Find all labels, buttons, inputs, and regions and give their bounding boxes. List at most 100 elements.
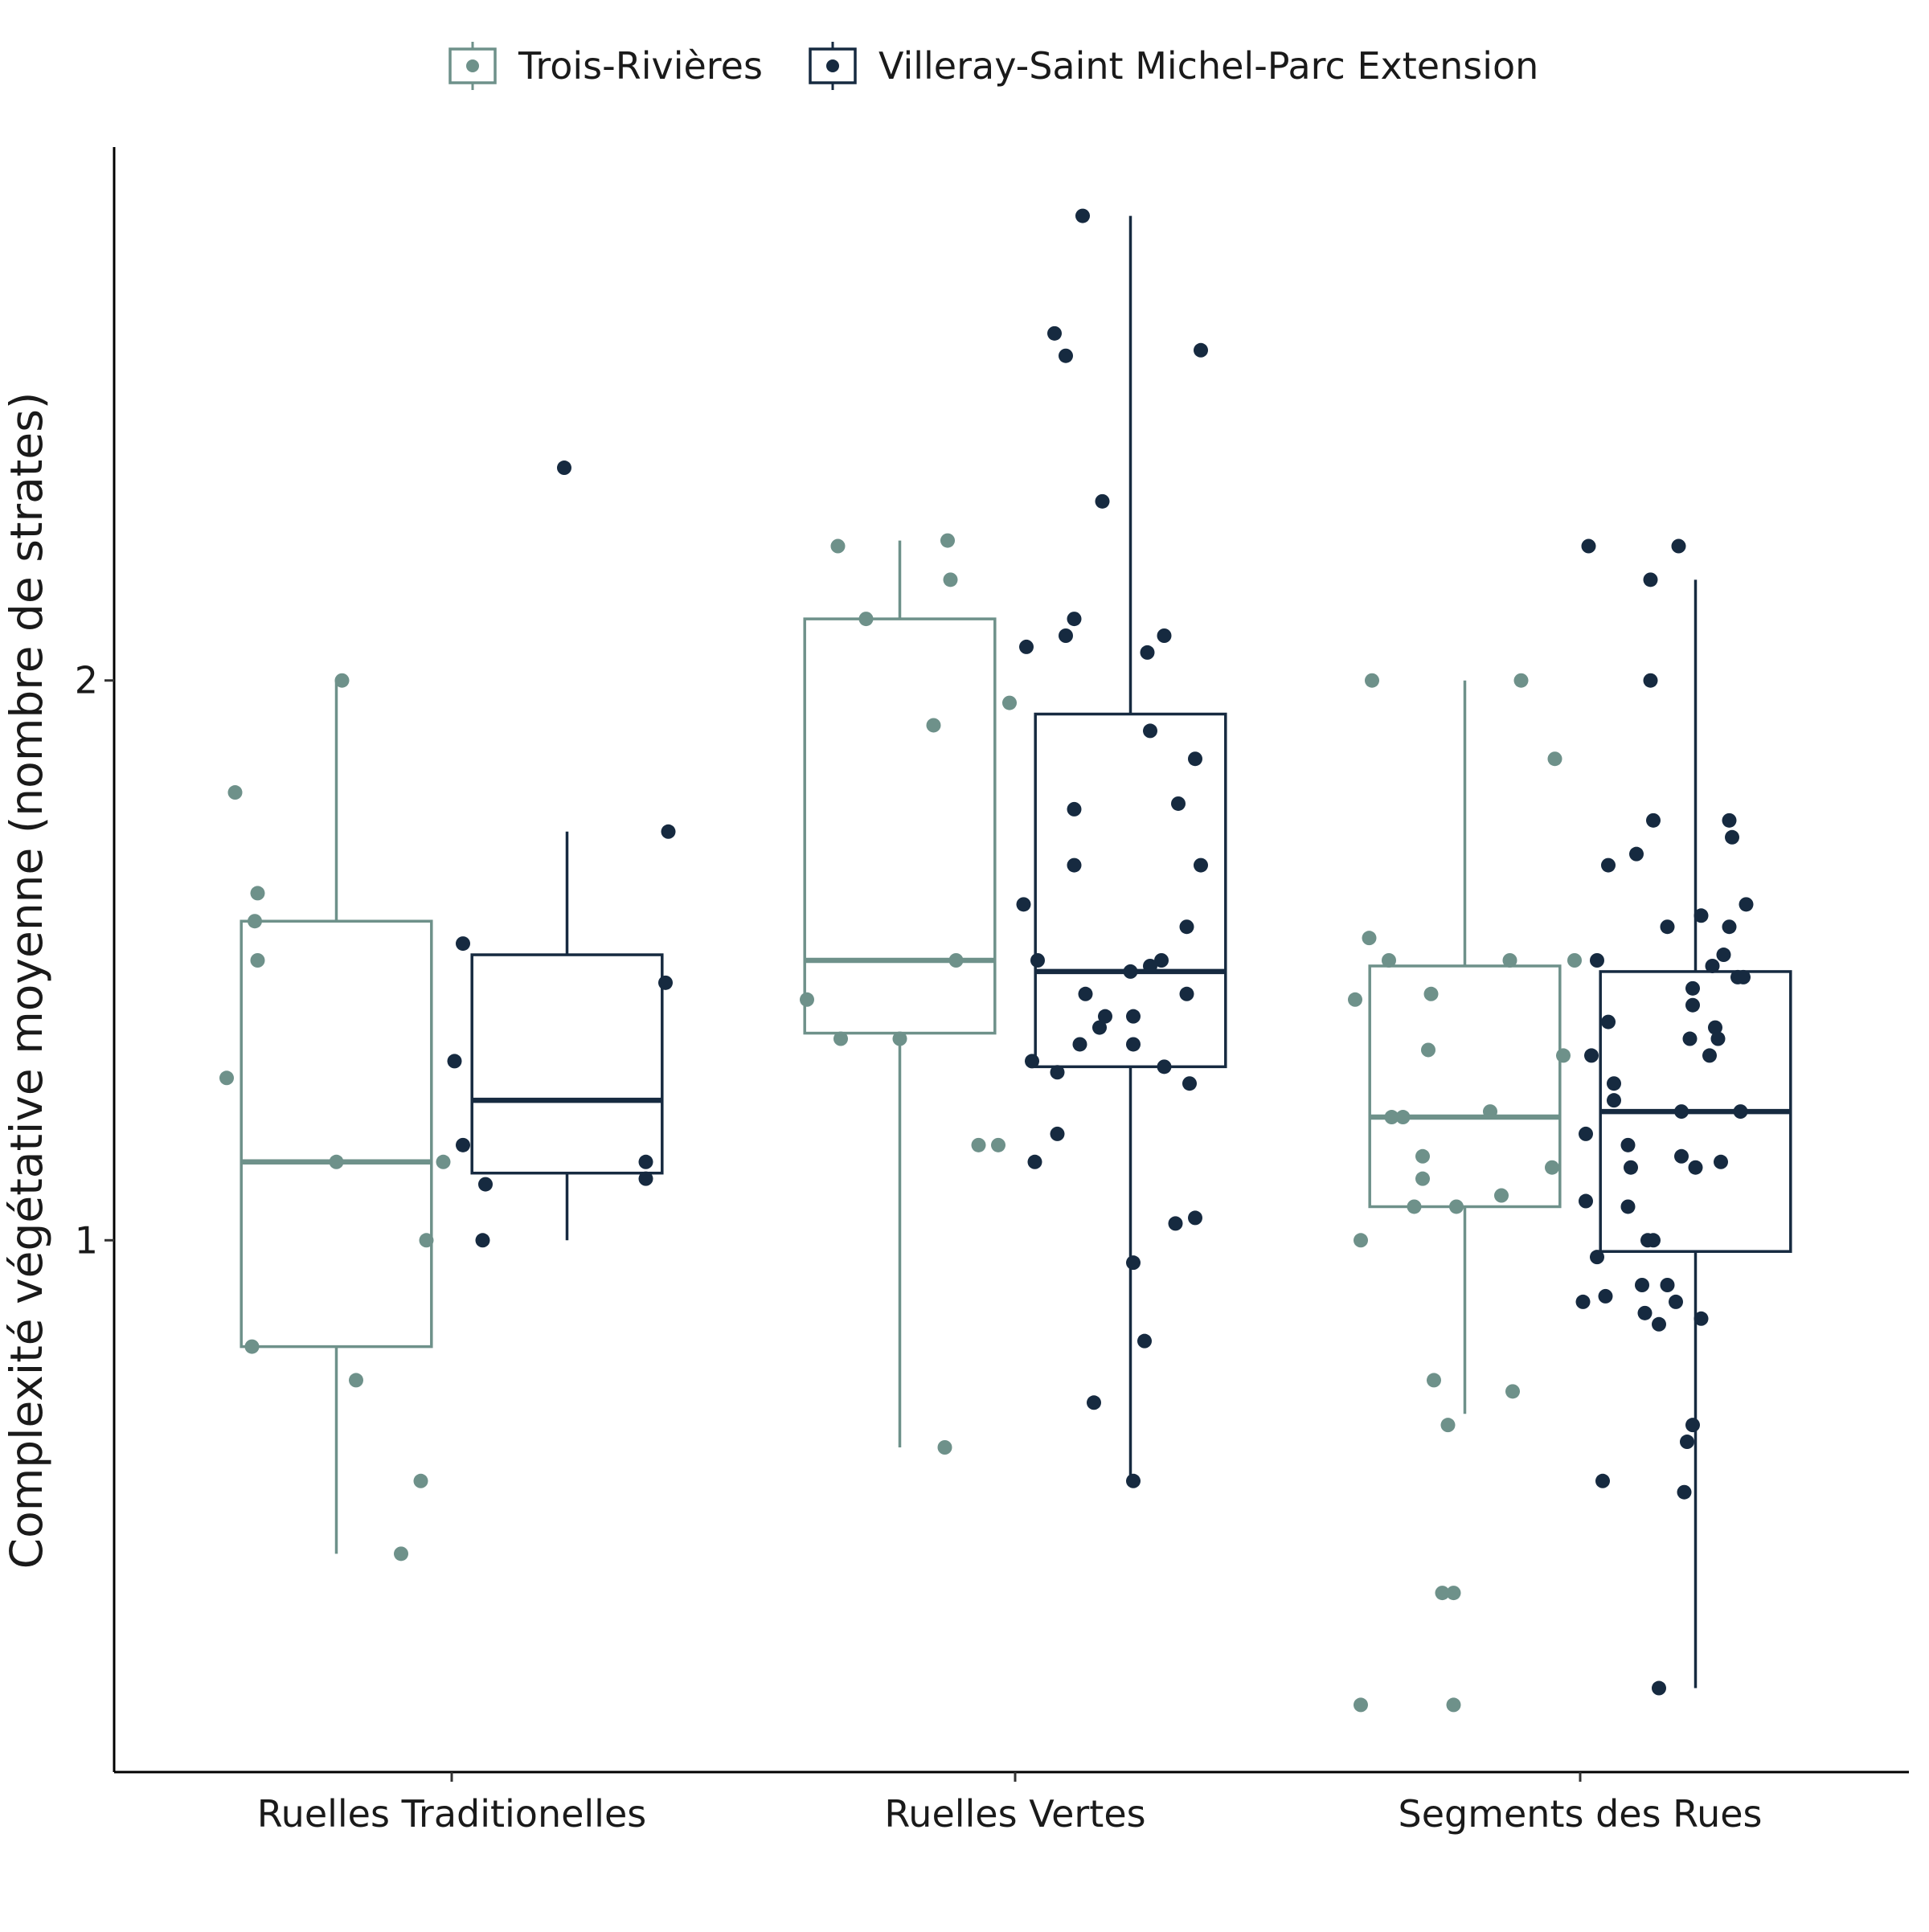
data-point [833,1031,848,1046]
y-tick-label: 2 [75,659,98,702]
data-point [1123,964,1138,979]
legend-label: Trois-Rivières [518,44,763,88]
data-point [991,1137,1005,1152]
data-point [1629,846,1644,862]
data-point [1685,1418,1700,1433]
data-point [1590,1250,1604,1265]
data-point [1025,1054,1039,1069]
legend: Trois-Rivières Villeray-Saint Michel-Parc… [448,42,1538,90]
data-point [1384,1110,1399,1125]
data-point [394,1546,408,1562]
data-point [943,572,958,587]
data-point [1601,1014,1616,1029]
data-point [1505,1384,1520,1399]
legend-key-point [826,59,839,72]
data-point [456,1137,470,1152]
data-point [413,1473,428,1488]
data-point [1595,1473,1610,1488]
data-point [1067,858,1082,873]
data-point [1047,325,1062,341]
box-group [1599,579,1792,1688]
data-point [1179,919,1194,935]
data-point [1513,673,1529,688]
legend-label: Villeray-Saint Michel-Parc Extension [878,44,1538,88]
data-point [1126,1037,1141,1052]
data-point [1092,1020,1107,1035]
data-point [1669,1294,1683,1309]
data-point [1126,1473,1141,1488]
data-point [971,1137,986,1152]
data-point [1545,1160,1559,1175]
data-point [1483,1104,1497,1119]
data-point [1188,751,1202,767]
data-point [419,1233,434,1248]
data-point [1722,813,1737,828]
data-point [830,538,846,554]
y-axis-title: Complexité végétative moyenne (nombre de… [1,392,52,1570]
data-point [1354,1233,1368,1248]
box-group [240,680,433,1554]
box-group [470,831,664,1241]
data-point [1556,1048,1571,1063]
data-point [1168,1216,1183,1231]
data-point [1710,1031,1726,1046]
data-point [334,673,350,688]
data-point [1601,858,1616,873]
data-point [456,936,470,952]
x-tick-label: Segments des Rues [1399,1792,1763,1836]
data-point [1188,1210,1202,1226]
data-point [1674,1148,1689,1164]
data-point [447,1054,462,1069]
data-point [1620,1137,1636,1152]
data-point [1547,751,1562,767]
data-point [1502,953,1517,968]
data-point [1722,919,1737,935]
data-point [1157,1059,1172,1074]
data-point [1590,953,1604,968]
data-point [926,718,941,733]
data-point [1652,1680,1666,1696]
data-point [1688,1160,1703,1175]
data-point [1440,1418,1456,1433]
data-point [1382,953,1396,968]
data-point [1643,572,1658,587]
data-point [1050,1065,1065,1080]
data-point [1739,897,1754,912]
data-point [1059,348,1073,363]
data-point [1646,1233,1661,1248]
data-point [1087,1395,1101,1410]
data-point [1435,1586,1450,1601]
data-point [1660,919,1675,935]
data-point [638,1154,653,1169]
data-point [1016,897,1031,912]
data-point [948,953,964,968]
data-point [1446,1697,1461,1713]
data-point [1685,980,1700,996]
data-point [1680,1435,1694,1450]
data-point [937,1440,952,1455]
data-point [1365,673,1379,688]
data-point [1694,908,1709,923]
data-point [1415,1148,1430,1164]
data-point [1157,628,1172,643]
data-point [436,1154,451,1169]
data-point [1179,986,1194,1001]
data-point [1143,958,1157,973]
data-point [658,975,673,990]
data-point [1646,813,1661,828]
data-point [1095,493,1110,509]
legend-item: Trois-Rivières [448,42,763,90]
data-point [1154,953,1169,968]
data-point [1581,538,1596,554]
data-point [892,1031,907,1046]
data-point [1194,342,1208,358]
legend-item: Villeray-Saint Michel-Parc Extension [809,42,1538,90]
box-iqr [1034,712,1227,1069]
data-point [800,992,814,1007]
data-point [1652,1316,1666,1332]
box-iqr [803,617,997,1035]
data-point [1182,1076,1197,1091]
data-point [1579,1126,1593,1141]
data-point [219,1070,234,1086]
box-group [803,540,997,1447]
